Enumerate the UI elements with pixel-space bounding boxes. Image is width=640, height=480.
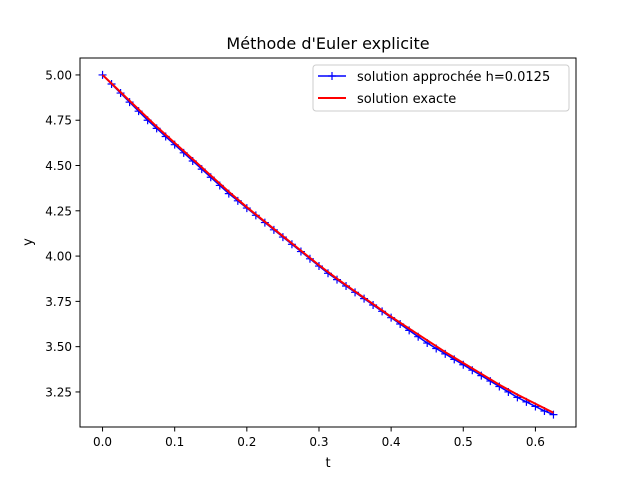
y-tick-label: 5.00 — [45, 68, 72, 82]
y-tick-label: 3.25 — [45, 385, 72, 399]
y-tick-label: 4.25 — [45, 204, 72, 218]
y-axis-label: y — [21, 238, 36, 246]
chart-title: Méthode d'Euler explicite — [226, 34, 429, 53]
legend: solution approchée h=0.0125 solution exa… — [312, 64, 570, 112]
data-point-approx — [98, 70, 107, 79]
x-tick-label: 0.4 — [382, 435, 401, 449]
axes-frame — [79, 57, 577, 428]
series-line-exact — [101, 74, 554, 414]
y-axis-ticks: 3.25 3.50 3.75 4.00 4.25 4.50 4.75 5.00 — [45, 68, 80, 399]
y-tick-label: 4.75 — [45, 114, 72, 128]
x-tick-label: 0.3 — [309, 435, 328, 449]
legend-box — [312, 64, 570, 112]
x-tick-label: 0.1 — [165, 435, 184, 449]
y-tick-label: 4.50 — [45, 159, 72, 173]
x-tick-label: 0.2 — [237, 435, 256, 449]
legend-swatch-approx-marker — [328, 72, 336, 80]
legend-label-exact: solution exacte — [357, 92, 456, 107]
y-tick-label: 3.75 — [45, 295, 72, 309]
y-tick-label: 3.50 — [45, 340, 72, 354]
x-axis-ticks: 0.0 0.1 0.2 0.3 0.4 0.5 0.6 — [93, 427, 545, 449]
series-layer — [98, 70, 558, 419]
x-tick-label: 0.0 — [93, 435, 112, 449]
x-tick-label: 0.5 — [454, 435, 473, 449]
plot-area: 0.0 0.1 0.2 0.3 0.4 0.5 0.6 3.25 3.50 3.75 4.00 4.… — [45, 57, 577, 449]
y-tick-label: 4.00 — [45, 250, 72, 264]
x-axis-label: t — [325, 456, 330, 471]
x-tick-label: 0.6 — [526, 435, 545, 449]
legend-label-approx: solution approchée h=0.0125 — [357, 70, 550, 85]
